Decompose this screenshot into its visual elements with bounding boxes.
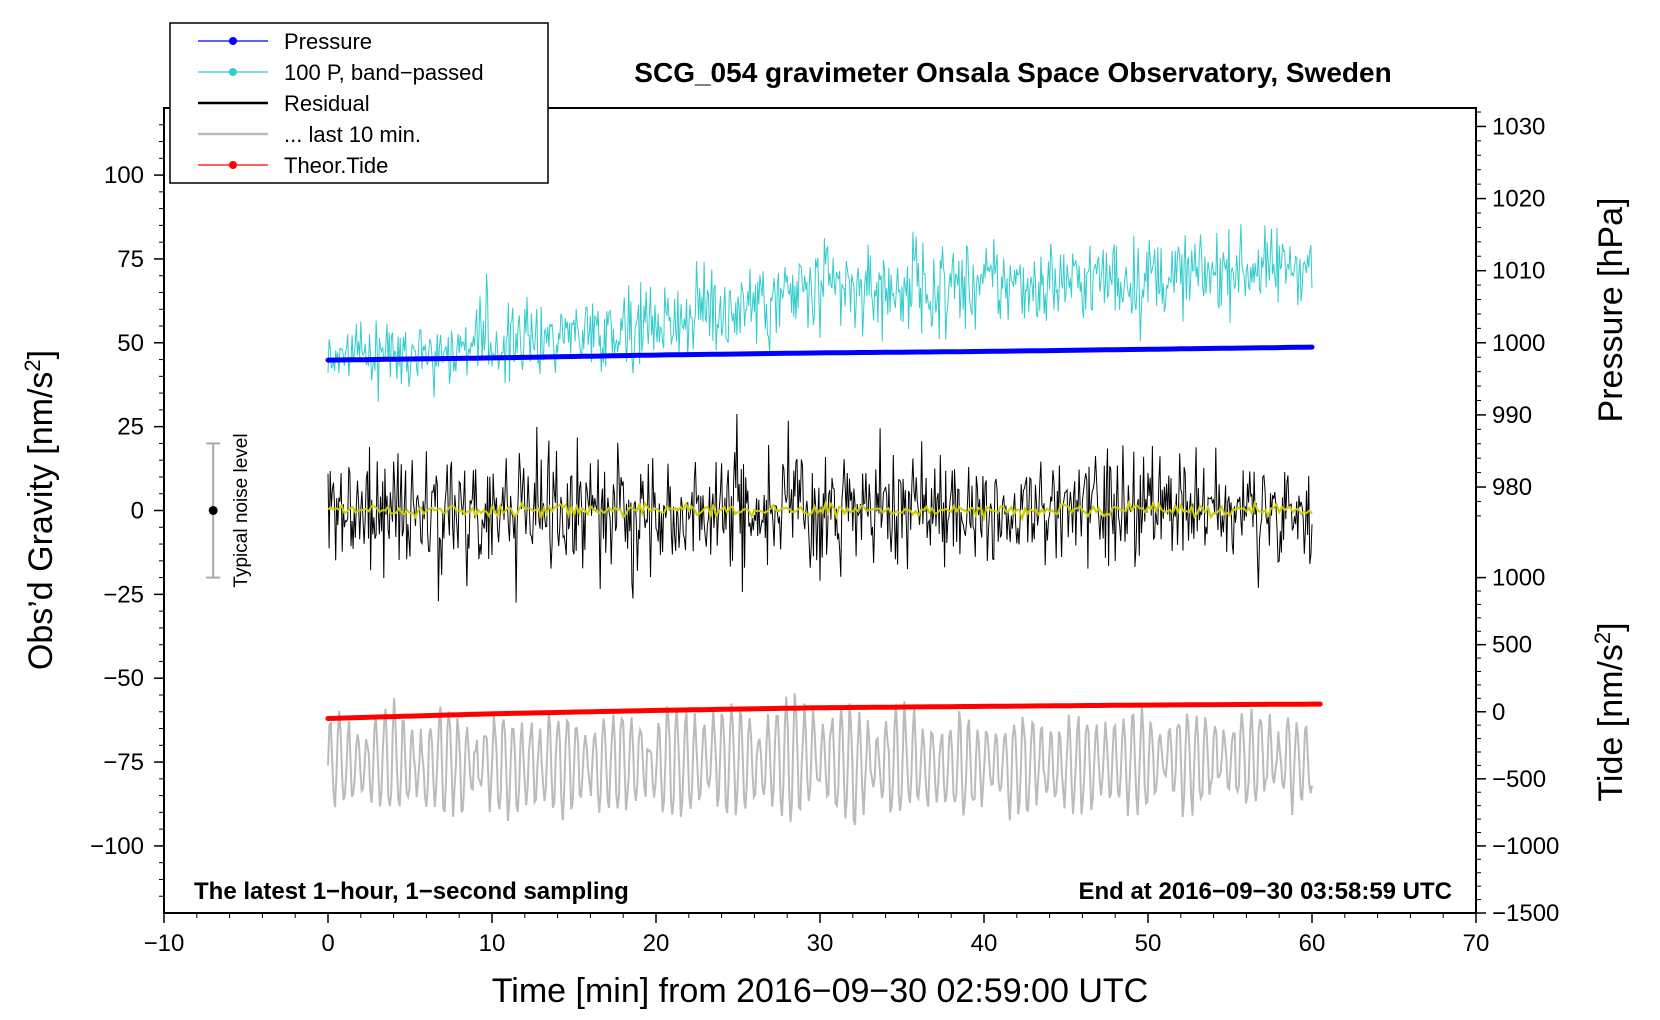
legend-swatch-marker <box>229 161 237 169</box>
y-pressure-tick-label: 1010 <box>1492 258 1545 285</box>
y-axis-label-tide-end: ] <box>1592 622 1630 631</box>
x-tick-label: 0 <box>321 930 334 957</box>
legend-swatch-marker <box>229 68 237 76</box>
x-tick-label: 20 <box>643 930 670 957</box>
noise-bar-center-dot <box>208 506 218 515</box>
legend-label: Theor.Tide <box>284 153 388 178</box>
series-pressure <box>325 344 1315 363</box>
y-left-tick-label: 0 <box>131 498 144 525</box>
series-bandpassed-pressure <box>327 223 1313 402</box>
y-pressure-tick-label: 1000 <box>1492 330 1545 357</box>
x-tick-label: 70 <box>1463 930 1490 957</box>
y-axis-label-tide: Tide [nm/s2] <box>1590 622 1630 801</box>
legend-label: Pressure <box>284 29 372 54</box>
y-tide-tick-label: −1500 <box>1492 900 1559 927</box>
legend-label: Residual <box>284 91 370 116</box>
y-left-tick-label: −100 <box>90 833 144 860</box>
y-left-tick-label: −75 <box>103 749 144 776</box>
series-theoretical-tide <box>325 701 1323 721</box>
legend-swatch-marker <box>229 37 237 45</box>
series-layer <box>325 223 1323 826</box>
axes-layer: −10 0 10 20 30 40 50 60 701007550250−25−50−75−10… <box>90 111 1559 957</box>
x-tick-label: 10 <box>479 930 506 957</box>
y-left-tick-label: 100 <box>104 162 144 189</box>
x-tick-label: 30 <box>807 930 834 957</box>
x-tick-label: 40 <box>971 930 998 957</box>
y-left-tick-label: 75 <box>117 246 144 273</box>
y-tide-tick-label: 0 <box>1492 699 1505 726</box>
series-last-10-min <box>327 693 1313 826</box>
series-residual <box>327 413 1313 603</box>
y-axis-label-left-base: Obs’d Gravity [nm/s <box>22 372 60 671</box>
legend-items: Pressure 100 P, band−passed Residual ... la… <box>198 29 484 178</box>
y-axis-label-tide-sup: 2 <box>1590 632 1615 644</box>
y-pressure-tick-label: 1030 <box>1492 113 1545 140</box>
y-axis-label-left: Obs’d Gravity [nm/s2] <box>20 350 60 670</box>
x-tick-label: 60 <box>1299 930 1326 957</box>
y-pressure-tick-label: 1020 <box>1492 186 1545 213</box>
y-axis-label-tide-base: Tide [nm/s <box>1592 644 1630 801</box>
legend-label: ... last 10 min. <box>284 122 421 147</box>
y-axis-label-left-end: ] <box>22 350 60 359</box>
annotation-bottom-left: The latest 1−hour, 1−second sampling <box>194 878 629 905</box>
x-tick-label: −10 <box>144 930 185 957</box>
series-residual-smoothed <box>327 499 1313 522</box>
y-left-tick-label: 25 <box>117 414 144 441</box>
y-left-tick-label: −50 <box>103 665 144 692</box>
x-tick-label: 50 <box>1135 930 1162 957</box>
y-pressure-tick-label: 990 <box>1492 402 1532 429</box>
noise-indicator: Typical noise level <box>206 433 252 588</box>
y-axis-label-left-sup: 2 <box>20 359 45 371</box>
y-axis-label-pressure: Pressure [hPa] <box>1592 198 1630 423</box>
chart-title: SCG_054 gravimeter Onsala Space Observat… <box>634 57 1391 88</box>
annotation-bottom-right: End at 2016−09−30 03:58:59 UTC <box>1078 878 1452 905</box>
x-axis-label: Time [min] from 2016−09−30 02:59:00 UTC <box>492 972 1148 1010</box>
y-left-tick-label: 50 <box>117 330 144 357</box>
y-pressure-tick-label: 980 <box>1492 474 1532 501</box>
legend: Pressure 100 P, band−passed Residual ... la… <box>169 22 549 184</box>
y-left-tick-label: −25 <box>103 581 144 608</box>
y-tide-tick-label: −500 <box>1492 766 1546 793</box>
y-tide-tick-label: −1000 <box>1492 833 1559 860</box>
noise-bar-label: Typical noise level <box>231 433 252 587</box>
y-tide-tick-label: 500 <box>1492 632 1532 659</box>
legend-label: 100 P, band−passed <box>284 60 484 85</box>
y-tide-tick-label: 1000 <box>1492 565 1545 592</box>
